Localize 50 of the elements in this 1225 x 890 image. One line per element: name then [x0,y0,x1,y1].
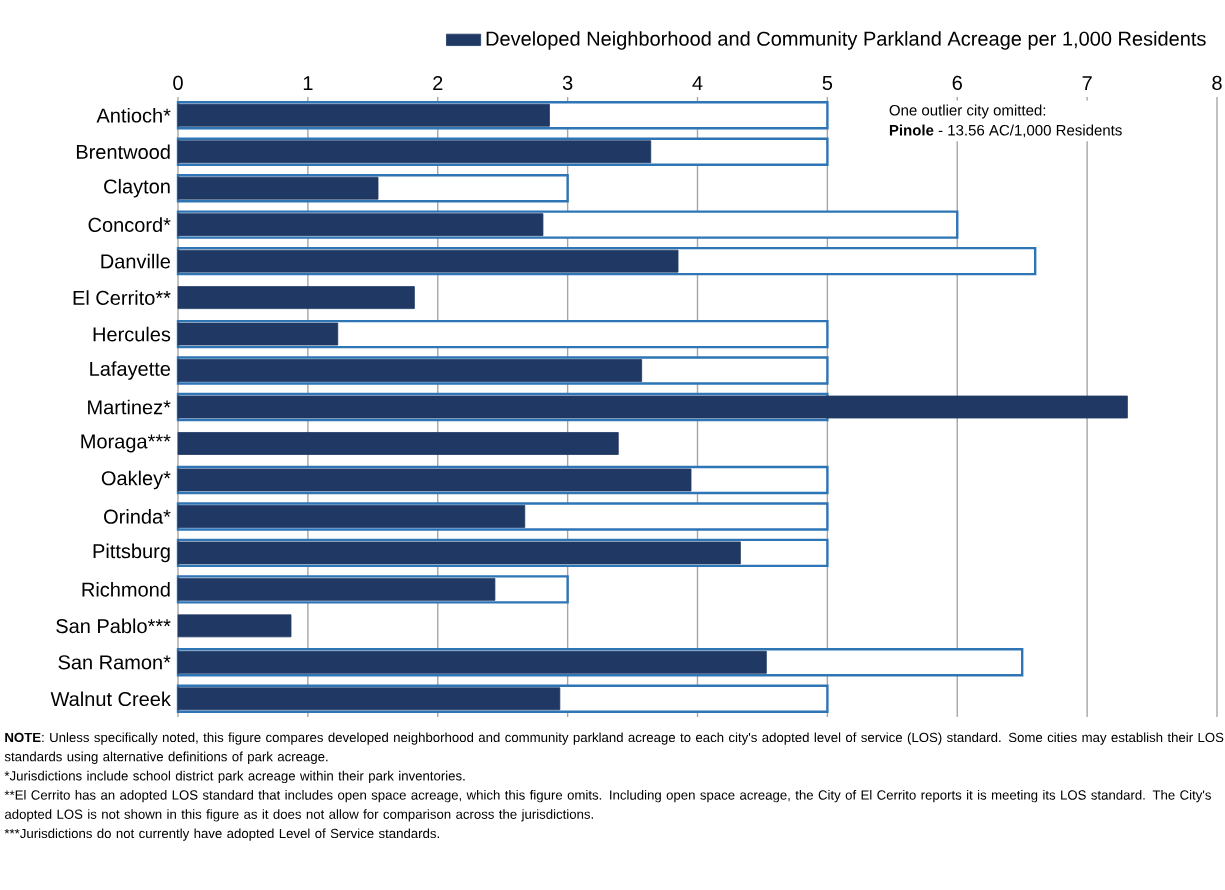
bar [177,286,415,310]
bar [177,395,1128,419]
bar [177,505,526,528]
bar [177,359,643,382]
y-tick-label: Lafayette [90,361,171,380]
annotation: One outlier city omitted: [889,104,1046,119]
y-tick-label: Martinez* [88,399,171,415]
text: NOTE: Unless specifically noted, this figure compares developed neighborhood and community parkland acreage to each city's adopted level of service (LOS) standard. Some cities may establish their LOS standards using alternative definitions of park acreage. [4,732,1224,764]
x-tick-label: 5 [822,75,833,90]
bar [177,468,692,492]
text: *Jurisdictions include school district park acreage within their park inventories. [4,770,465,784]
x-tick-label: 4 [692,76,703,90]
bar [177,577,496,601]
bar [177,213,544,237]
y-tick-label: Oakley* [101,470,171,490]
x-tick-label: 8 [1212,75,1222,90]
x-tick-label: 2 [433,76,443,90]
text: ***Jurisdictions do not currently have adopted Level of Service standards. [4,828,439,841]
y-tick-label: Concord* [88,217,171,232]
y-tick-label: San Ramon* [58,655,171,670]
y-tick-label: Orinda* [104,509,171,524]
x-tick-label: 0 [173,75,183,90]
x-tick-label: 3 [562,75,573,90]
bar [177,140,652,164]
text: **El Cerrito has an adopted LOS standard that includes open space acreage, which this figure omits. Including open space acreage, the City of El Cerrito reports it is meeting its LOS standard. The City's adopted LOS is not shown in this figure as it does not allow for comparison across the jurisdictions. [4,790,1211,822]
bar [177,103,550,127]
y-tick-label: Hercules [93,326,171,342]
legend-label: Developed Neighborhood and Community Parkland Acreage per 1,000 Residents [486,31,1206,50]
bar [177,687,561,711]
y-tick-label: Brentwood [76,144,170,160]
y-tick-label: Danville [101,253,171,269]
bar [177,322,339,346]
bar [177,650,767,674]
y-tick-label: Pittsburg [93,543,170,563]
x-tick-label: 1 [303,76,313,90]
annotation: Pinole - 13.56 AC/1,000 Residents [889,124,1122,138]
bar [177,249,679,273]
bar [177,432,619,455]
bar [177,614,292,638]
y-tick-label: San Pablo*** [56,618,171,634]
x-tick-label: 6 [952,75,962,90]
bar [177,541,741,565]
y-tick-label: Clayton [104,178,170,198]
bar [177,176,379,200]
x-tick-label: 7 [1082,76,1092,90]
y-tick-label: Walnut Creek [50,691,171,707]
y-tick-label: Richmond [82,582,170,597]
y-tick-label: Moraga*** [81,434,171,453]
y-tick-label: Antioch* [96,107,171,123]
y-tick-label: El Cerrito** [73,290,171,305]
